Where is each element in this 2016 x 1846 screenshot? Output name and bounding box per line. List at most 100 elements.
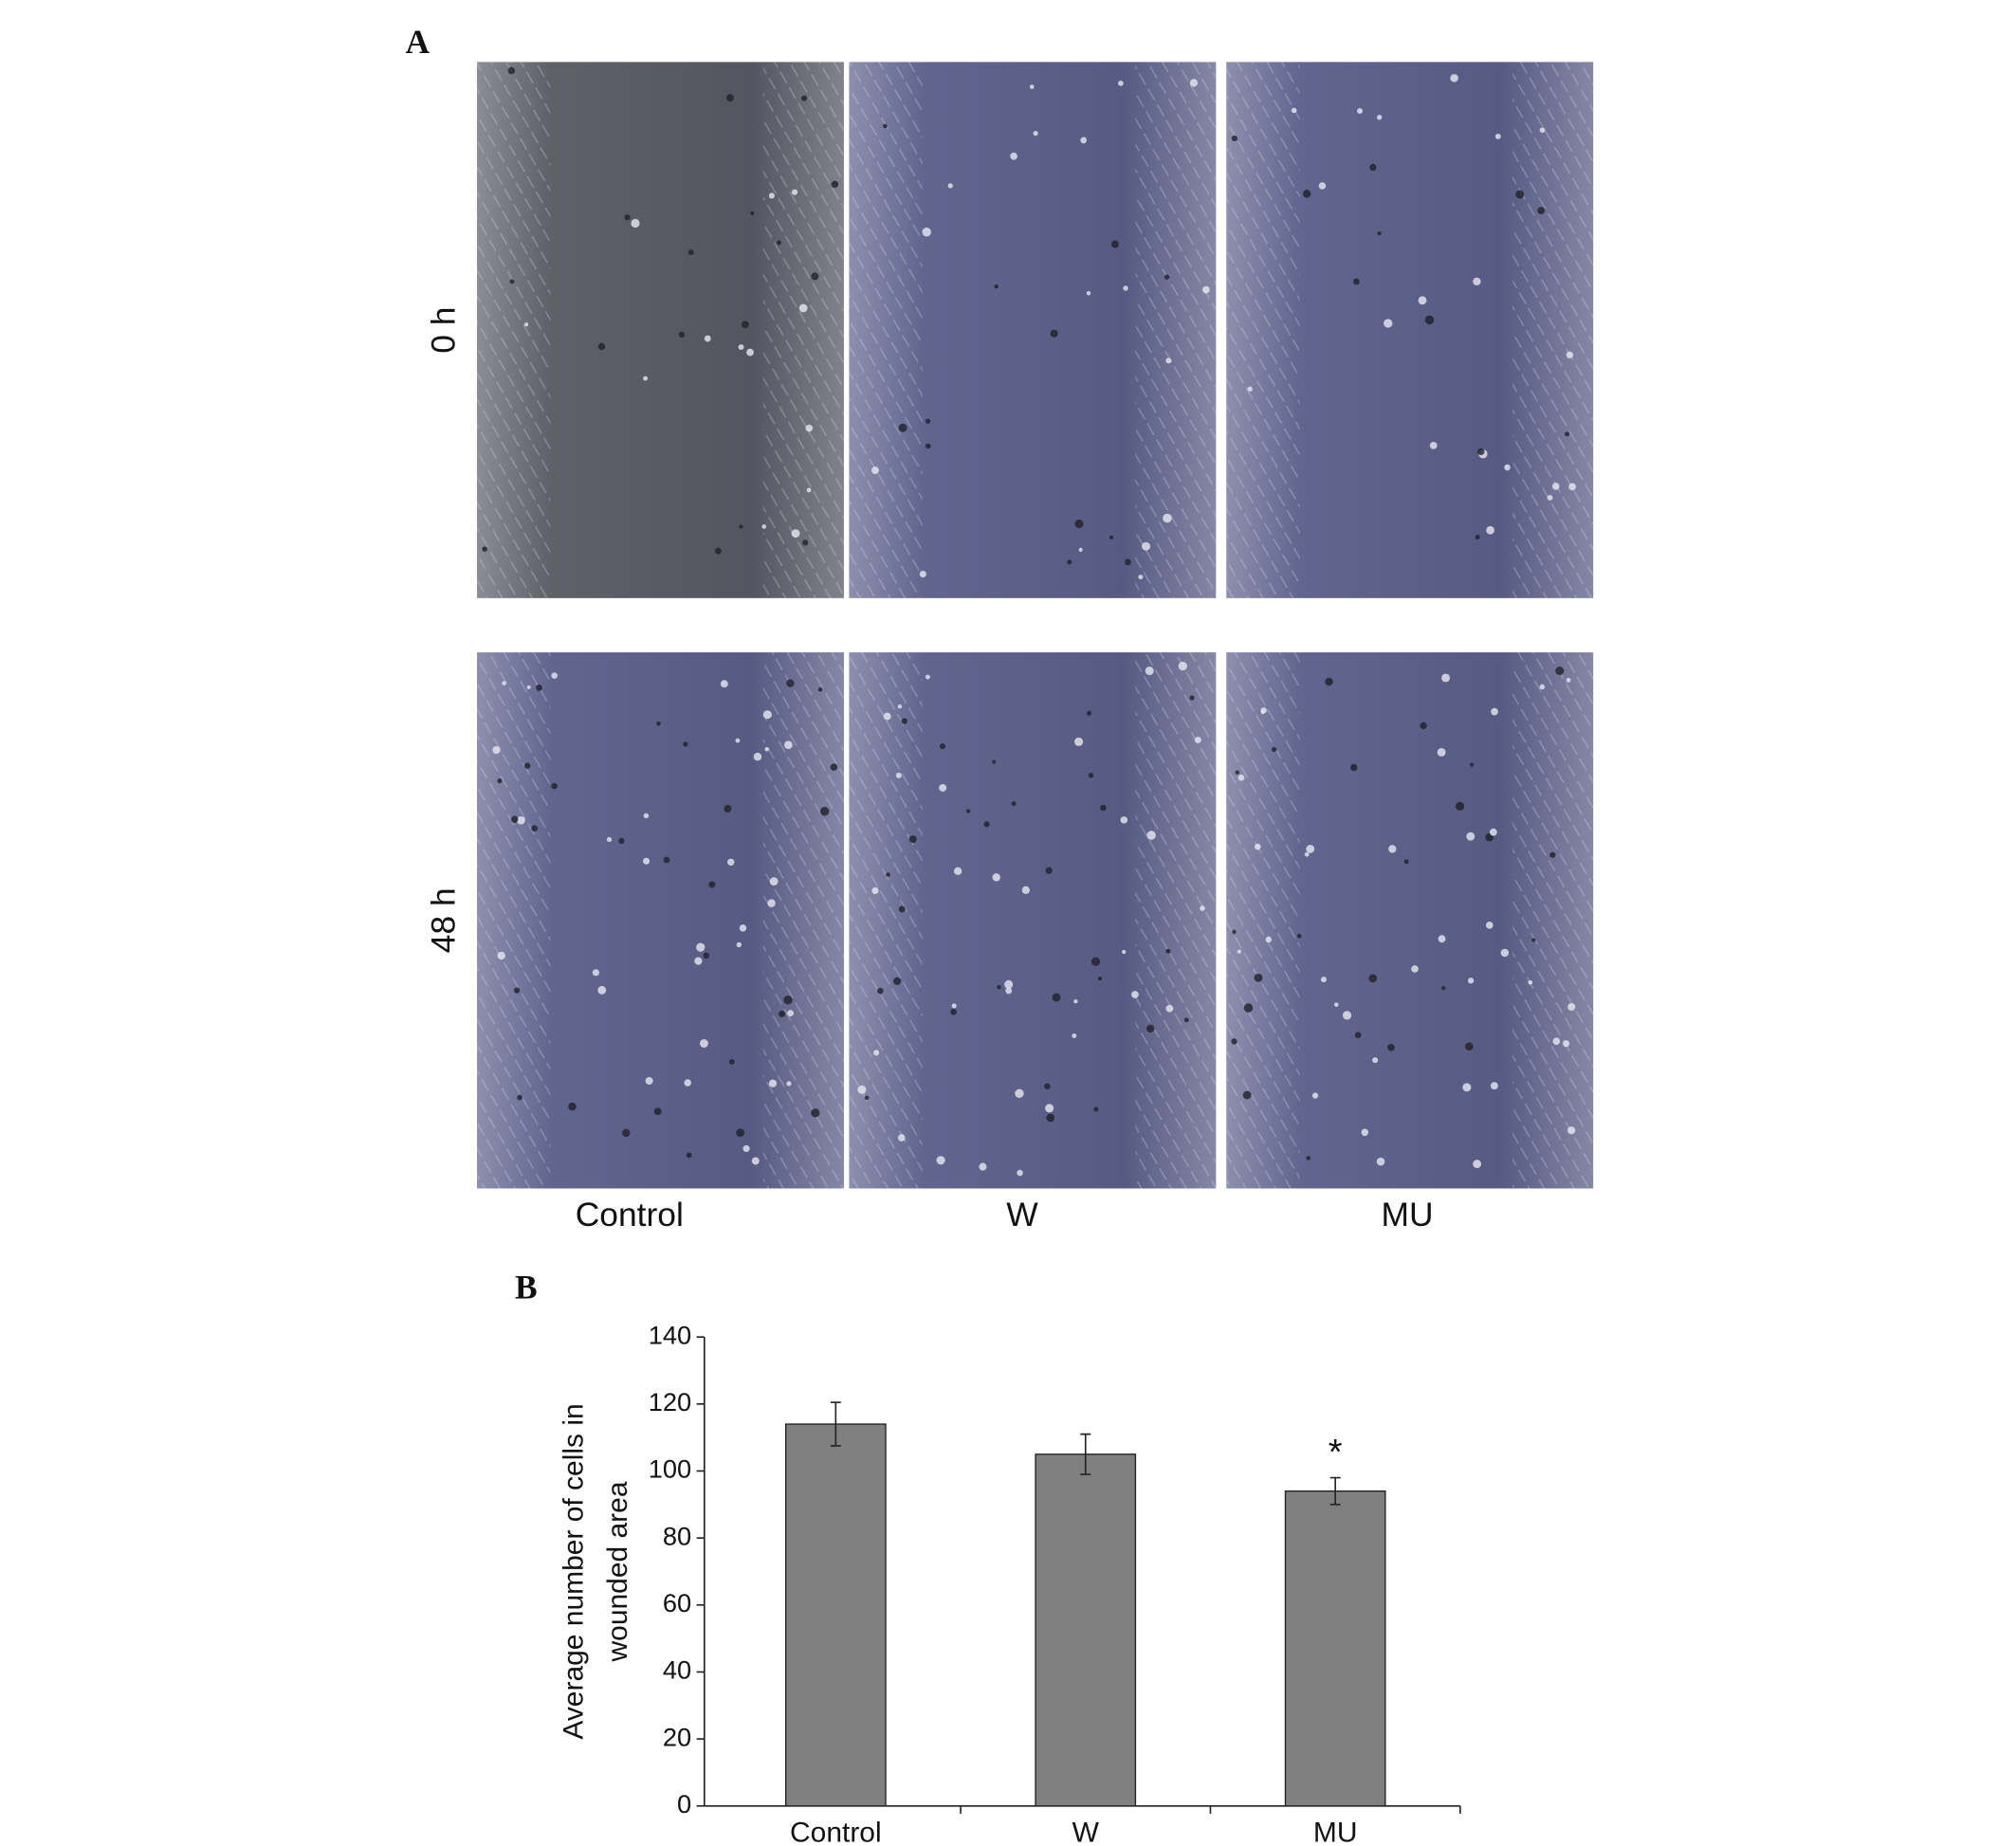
cell <box>1504 464 1511 471</box>
cell <box>1387 1044 1395 1051</box>
cell <box>1353 278 1360 285</box>
cell <box>1045 1104 1054 1113</box>
cell <box>699 1039 708 1048</box>
cell-texture <box>1226 62 1300 598</box>
x-tick-label: Control <box>790 1818 882 1846</box>
cell-texture <box>849 652 923 1189</box>
cell <box>1067 559 1072 565</box>
cell <box>622 1128 631 1138</box>
cell <box>551 672 558 679</box>
cell <box>683 741 688 747</box>
cell <box>1044 1083 1051 1090</box>
cell <box>817 686 823 692</box>
cell <box>786 1081 792 1087</box>
cell <box>798 303 808 313</box>
cell <box>1567 1126 1576 1135</box>
cell <box>1145 666 1154 676</box>
cell <box>898 423 907 432</box>
cell <box>1438 935 1446 943</box>
cell <box>936 1156 945 1165</box>
cell <box>502 681 506 685</box>
cell <box>802 539 809 546</box>
cell <box>1473 1160 1482 1169</box>
cell <box>523 762 531 769</box>
cell <box>1551 483 1560 490</box>
cell <box>965 809 971 813</box>
cell <box>1306 844 1315 853</box>
y-axis-label: Average number of cells in <box>558 1403 589 1739</box>
cell <box>1320 977 1327 983</box>
cell <box>618 837 625 845</box>
cell <box>1491 707 1498 716</box>
cell <box>997 985 1001 990</box>
cell <box>1369 163 1377 172</box>
y-tick-label: 20 <box>663 1722 691 1751</box>
y-tick-label: 120 <box>649 1387 691 1416</box>
cell <box>643 857 651 865</box>
cell <box>1237 774 1245 781</box>
cell <box>1376 1157 1385 1166</box>
cell-texture <box>1135 652 1217 1189</box>
cell <box>704 335 711 342</box>
cell <box>1110 240 1119 248</box>
cell <box>1078 547 1083 552</box>
cell <box>1485 922 1494 929</box>
cell <box>1528 979 1533 985</box>
cell <box>597 985 607 995</box>
cell <box>947 183 953 189</box>
cell <box>1302 190 1311 198</box>
y-tick-label: 140 <box>649 1320 691 1349</box>
cell <box>653 1107 662 1116</box>
cell <box>1357 108 1364 115</box>
x-tick-label: W <box>1072 1818 1100 1846</box>
cell <box>1441 986 1446 991</box>
cell <box>1189 695 1195 701</box>
cell-texture <box>1226 652 1300 1189</box>
cell <box>1568 483 1576 491</box>
cell <box>1296 933 1302 939</box>
cell <box>1146 831 1156 840</box>
cell <box>643 813 650 819</box>
cell <box>1202 285 1210 294</box>
row-label: 0 h <box>425 306 463 353</box>
cell-texture <box>1135 62 1217 598</box>
cell <box>517 815 525 825</box>
cell <box>531 825 539 832</box>
cell <box>1080 137 1088 144</box>
cell <box>750 210 755 215</box>
cell <box>1418 296 1427 305</box>
cell <box>830 763 838 771</box>
cell <box>1462 1083 1472 1092</box>
cell <box>725 94 734 102</box>
cell <box>954 867 962 875</box>
cell <box>1165 948 1171 954</box>
cell <box>1194 737 1201 743</box>
cell <box>1354 1032 1362 1039</box>
cell <box>1342 1011 1352 1020</box>
cell <box>1050 329 1058 338</box>
cell <box>1163 513 1172 523</box>
annotation: * <box>1329 1432 1343 1472</box>
cell <box>1539 127 1546 134</box>
cell <box>1255 843 1261 850</box>
cell <box>703 952 709 960</box>
cell <box>1165 357 1172 364</box>
cell <box>1005 987 1013 995</box>
cell <box>1564 431 1570 437</box>
cell <box>1349 763 1358 772</box>
cell <box>1384 319 1393 328</box>
cell <box>784 740 793 750</box>
cell <box>768 192 775 199</box>
cell <box>1361 1128 1369 1137</box>
cell <box>992 759 997 764</box>
cell <box>1260 707 1267 714</box>
cell <box>831 180 839 189</box>
cell <box>1318 182 1327 190</box>
cell <box>1437 748 1446 757</box>
y-tick-label: 80 <box>663 1521 691 1550</box>
cell <box>786 679 795 687</box>
cell <box>1072 1033 1077 1038</box>
cell <box>497 951 505 960</box>
cell-texture <box>1512 62 1594 598</box>
cell <box>696 942 706 952</box>
